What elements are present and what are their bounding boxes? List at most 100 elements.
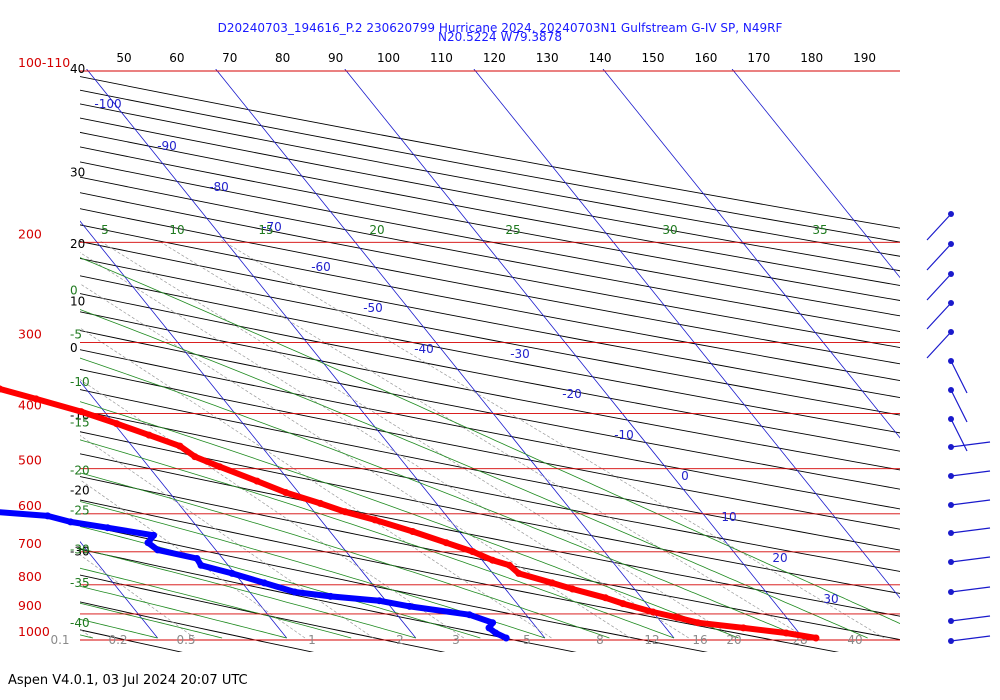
temperature-data-point (649, 608, 657, 616)
mixing-ratio-bottom-label: 1 (308, 633, 316, 647)
dry-adiabat-line (80, 523, 708, 652)
dewpoint-data-point (67, 518, 74, 526)
moist-adiabat-line (80, 501, 546, 639)
moist-adiabat-line (80, 567, 352, 639)
isotherm-label: -70 (262, 220, 282, 234)
left-axis-label: 10 (70, 294, 85, 308)
dewpoint-data-point (104, 524, 111, 532)
isotherm-line (731, 69, 900, 279)
isotherm-label: 20 (772, 551, 787, 565)
mixing-ratio-bottom-label: 12 (644, 633, 659, 647)
isotherm-label: -100 (94, 97, 121, 111)
wind-barb-shaft (926, 273, 952, 301)
moist-adiabat-line (80, 257, 900, 624)
theta-e-label: 0 (70, 283, 78, 297)
temperature-data-point (145, 431, 153, 439)
wind-barbs (926, 211, 991, 644)
dewpoint-data-point (44, 512, 52, 520)
temperature-series (0, 385, 820, 642)
theta-e-label: -20 (70, 464, 90, 478)
top-temperature-label: 170 (747, 51, 770, 65)
left-axis-label: 0 (70, 341, 78, 355)
theta-e-label: -5 (70, 328, 82, 342)
moist-adiabat-line (80, 401, 739, 639)
mixing-ratio-bottom-label: 2 (396, 633, 404, 647)
isotherm-label: -80 (209, 180, 229, 194)
temperature-data-point (409, 528, 417, 535)
dewpoint-data-point (144, 539, 152, 547)
temperature-data-point (619, 600, 627, 608)
dewpoint-data-point (193, 555, 201, 562)
left-axis-label: -20 (70, 484, 90, 498)
dry-adiabat-line (80, 368, 900, 530)
wind-barb-shaft (950, 586, 991, 593)
theta-e-label: -15 (70, 415, 90, 429)
mixing-ratio-top-label: 20 (369, 223, 384, 237)
top-temperature-label: 50 (116, 51, 131, 65)
mixing-ratio-bottom-label: 8 (596, 633, 604, 647)
isotherm-label: 30 (823, 592, 838, 606)
isotherm-line (80, 541, 158, 639)
top-temperature-label: 140 (589, 51, 612, 65)
mixing-ratio-top-label: 5 (101, 223, 109, 237)
dry-adiabat-line (80, 241, 900, 399)
footer-version-timestamp: Aspen V4.0.1, 03 Jul 2024 20:07 UTC (8, 673, 248, 688)
mixing-ratio-top-label: 35 (812, 223, 827, 237)
moist-adiabat-line (80, 585, 287, 639)
mixing-ratio-bottom-label: 5 (523, 633, 531, 647)
mixing-ratio-line (157, 239, 807, 639)
dry-adiabat-line (80, 629, 183, 652)
isotherm-line (86, 69, 546, 639)
theta-e-label: -40 (70, 616, 90, 630)
temperature-data-point (191, 453, 199, 461)
wind-barb-shaft (950, 556, 991, 563)
left-axis-label: 40 (70, 62, 85, 76)
dewpoint-data-point (489, 619, 497, 627)
moist-adiabat-line (80, 357, 804, 639)
dry-adiabat-line (80, 349, 900, 510)
isotherm-line (602, 69, 900, 439)
temperature-data-point (0, 385, 4, 393)
top-temperature-label: 160 (694, 51, 717, 65)
top-temperature-label: 100 (377, 51, 400, 65)
mixing-ratio-top-label: 30 (662, 223, 677, 237)
wind-barb-shaft (950, 527, 991, 534)
pressure-label: 200 (18, 226, 42, 241)
dewpoint-profile-line (0, 509, 510, 641)
wind-barb-shaft (950, 389, 968, 423)
top-temperature-label: 180 (800, 51, 823, 65)
wind-barb-shaft (950, 441, 991, 448)
isotherm-label: -10 (614, 428, 634, 442)
temperature-data-point (316, 499, 324, 507)
mixing-ratio-bottom-label: 20 (726, 633, 741, 647)
temperature-data-point (548, 579, 556, 587)
pressure-label: 700 (18, 536, 42, 551)
wind-barb-shaft (950, 470, 991, 477)
isotherm-line (473, 69, 900, 599)
isotherm-label: -40 (414, 342, 434, 356)
left-axis-label: 30 (70, 165, 85, 179)
dewpoint-data-point (291, 588, 299, 596)
mixing-ratio-bottom-label: 0.1 (50, 633, 69, 647)
temperature-data-point (739, 624, 747, 632)
top-temperature-label: 130 (536, 51, 559, 65)
wind-barb-shaft (926, 331, 952, 359)
dry-adiabat-line (80, 476, 900, 641)
temperature-data-point (442, 539, 450, 547)
mixing-ratio-line (80, 283, 631, 639)
dry-adiabat-line (80, 275, 900, 434)
wind-barb-shaft (950, 635, 991, 642)
dry-adiabat-line (80, 389, 900, 551)
isotherm-label: 0 (681, 469, 689, 483)
wind-barb-shaft (926, 302, 952, 330)
mixing-ratio-line (80, 252, 689, 639)
dry-adiabat-line (80, 499, 840, 652)
moist-adiabat-line (80, 309, 868, 639)
temperature-data-point (782, 629, 790, 637)
isotherm-label: 10 (721, 510, 736, 524)
dewpoint-data-point (502, 634, 510, 642)
left-axis-label: 20 (70, 237, 85, 251)
mixing-ratio-line (80, 479, 306, 639)
mixing-ratio-line (98, 239, 736, 639)
